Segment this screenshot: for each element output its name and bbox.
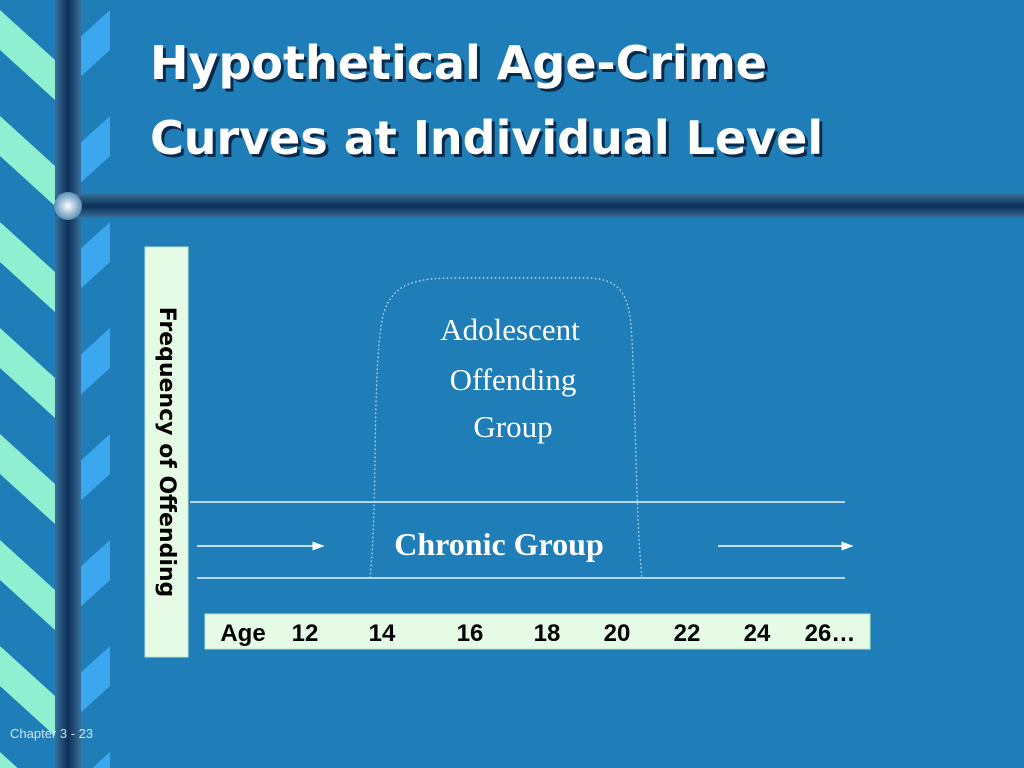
age-label: Age [220, 620, 265, 647]
group-label: Group [473, 409, 552, 444]
age-value: 26… [805, 620, 856, 647]
horizontal-bar [55, 194, 1024, 218]
title-shadow: Hypothetical Age-Crime [153, 39, 770, 93]
age-value: 12 [292, 620, 319, 647]
age-value: 20 [604, 620, 631, 647]
y-label: Frequency of Offending [154, 307, 179, 598]
age-value: 18 [534, 620, 561, 647]
age-box [204, 613, 871, 650]
footer: Chapter 3 - 23 [10, 726, 93, 741]
group-label: Adolescent [440, 312, 580, 347]
adolescent-region [369, 277, 643, 579]
age-value: 24 [744, 620, 771, 647]
chronic-label: Chronic Group [394, 526, 604, 562]
y-label-box [144, 246, 189, 658]
title-shadow: Curves at Individual Level [153, 114, 826, 168]
title-line: Hypothetical Age-Crime [150, 36, 767, 90]
age-value: 22 [674, 620, 701, 647]
vertical-bar [55, 0, 81, 768]
title-line: Curves at Individual Level [150, 111, 823, 165]
age-values: 12 14 16 18 20 22 24 26… [292, 620, 856, 647]
age-value: 16 [457, 620, 484, 647]
age-value: 14 [369, 620, 396, 647]
bar-knob [54, 192, 82, 220]
group-label: Offending [450, 362, 577, 397]
